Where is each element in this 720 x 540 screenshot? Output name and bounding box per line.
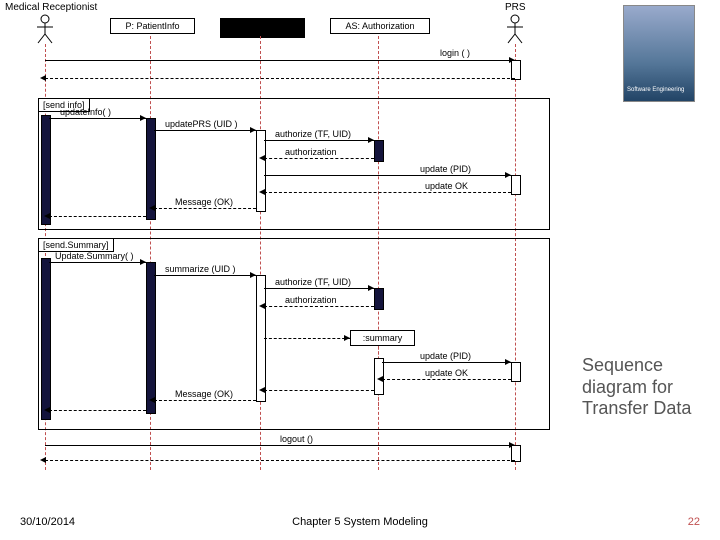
- msg-messageok2: Message (OK): [175, 389, 233, 399]
- activation-recv-2: [41, 258, 51, 420]
- arrow-updatesummary: [49, 262, 146, 263]
- arrowhead: [40, 457, 46, 463]
- return-auth2: [264, 306, 374, 307]
- object-summary: :summary: [350, 330, 415, 346]
- actor-receptionist-label: Medical Receptionist: [5, 2, 97, 13]
- fragment-sendsummary: [send.Summary]: [38, 238, 550, 430]
- sequence-diagram: Medical Receptionist PRS P: PatientInfo …: [0, 0, 580, 480]
- arrow-summarize: [154, 275, 256, 276]
- activation-prs-upd2: [511, 362, 521, 382]
- book-thumbnail: [623, 5, 695, 102]
- msg-updatepid1: update (PID): [420, 164, 471, 174]
- return-msgok2-inner: [154, 400, 256, 401]
- activation-auth-2: [374, 288, 384, 310]
- return-login: [45, 78, 515, 79]
- activation-auth-1: [374, 140, 384, 162]
- activation-recv-1: [41, 115, 51, 225]
- object-patientinfo: P: PatientInfo: [110, 18, 195, 34]
- msg-authorize2: authorize (TF, UID): [275, 277, 351, 287]
- arrowhead: [259, 303, 265, 309]
- arrowhead: [149, 397, 155, 403]
- msg-messageok1: Message (OK): [175, 197, 233, 207]
- arrowhead: [40, 75, 46, 81]
- actor-prs-label: PRS: [505, 2, 526, 13]
- return-from-summary: [264, 390, 374, 391]
- actor-prs-icon: [505, 14, 525, 44]
- arrowhead: [259, 155, 265, 161]
- msg-updateok1: update OK: [425, 181, 468, 191]
- arrowhead: [259, 387, 265, 393]
- actor-receptionist-icon: [35, 14, 55, 44]
- msg-logout: logout (): [280, 434, 313, 444]
- msg-updateprs: updatePRS (UID ): [165, 119, 238, 129]
- msg-login: login ( ): [440, 48, 470, 58]
- arrow-authorize1: [264, 140, 374, 141]
- msg-summarize: summarize (UID ): [165, 264, 236, 274]
- return-msgok2-outer: [49, 410, 146, 411]
- msg-authorize1: authorize (TF, UID): [275, 129, 351, 139]
- arrow-to-summary: [264, 338, 350, 339]
- return-msgok1-outer: [49, 216, 146, 217]
- object-authorization: AS: Authorization: [330, 18, 430, 34]
- return-msgok1-inner: [154, 208, 256, 209]
- activation-prs-login: [511, 60, 521, 80]
- arrow-updatepid2: [382, 362, 511, 363]
- return-updateok1: [264, 192, 511, 193]
- arrow-updateinfo: [49, 118, 146, 119]
- return-logout: [45, 460, 515, 461]
- return-updateok2: [382, 379, 511, 380]
- msg-updatepid2: update (PID): [420, 351, 471, 361]
- arrowhead: [44, 213, 50, 219]
- msg-authreturn1: authorization: [285, 147, 337, 157]
- arrow-logout: [45, 445, 515, 446]
- msg-updatesummary: Update.Summary( ): [55, 251, 134, 261]
- arrowhead: [149, 205, 155, 211]
- arrowhead: [44, 407, 50, 413]
- arrow-authorize2: [264, 288, 374, 289]
- arrow-updatepid1: [264, 175, 511, 176]
- object-black: [220, 18, 305, 38]
- activation-patient-2: [146, 262, 156, 414]
- return-auth1: [264, 158, 374, 159]
- activation-black-1: [256, 130, 266, 212]
- slide-title: Sequence diagram for Transfer Data: [582, 355, 712, 420]
- footer-page-number: 22: [688, 516, 700, 528]
- activation-prs-upd1: [511, 175, 521, 195]
- footer-chapter: Chapter 5 System Modeling: [0, 516, 720, 528]
- arrow-updateprs: [154, 130, 256, 131]
- msg-updateok2: update OK: [425, 368, 468, 378]
- arrowhead: [259, 189, 265, 195]
- arrow-login: [45, 60, 515, 61]
- msg-authreturn2: authorization: [285, 295, 337, 305]
- arrowhead: [377, 376, 383, 382]
- msg-updateinfo: updateInfo( ): [60, 107, 111, 117]
- arrowhead: [344, 335, 350, 341]
